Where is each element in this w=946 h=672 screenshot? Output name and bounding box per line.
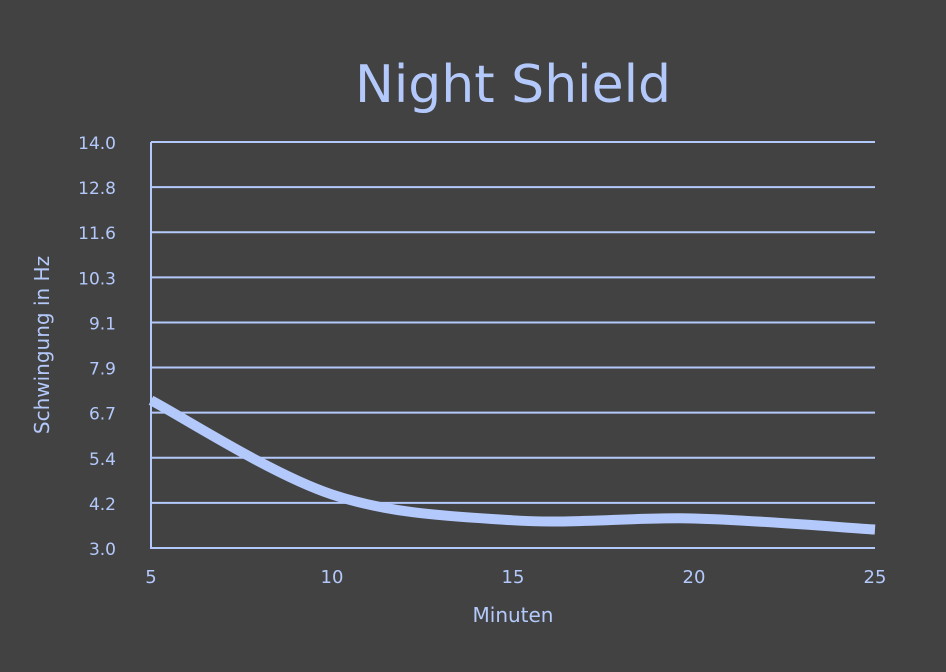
y-tick-label: 3.0 [89,540,116,560]
y-tick-label: 14.0 [78,134,116,154]
x-tick-label: 20 [683,567,706,588]
y-tick-label: 6.7 [89,405,116,425]
x-tick-label: 25 [864,567,887,588]
y-tick-label: 5.4 [89,450,116,470]
x-axis-label: Minuten [473,603,554,627]
y-tick-label: 7.9 [89,360,116,380]
chart-title: Night Shield [355,55,671,115]
x-tick-label: 10 [321,567,344,588]
x-tick-label: 15 [502,567,525,588]
y-tick-label: 9.1 [89,314,116,334]
y-tick-label: 4.2 [89,495,116,515]
series-line [148,395,876,535]
y-tick-label: 12.8 [78,179,116,199]
y-tick-label: 10.3 [78,269,116,289]
x-tick-label: 5 [145,567,156,588]
y-tick-label: 11.6 [78,224,116,244]
y-axis-label: Schwingung in Hz [30,256,54,434]
